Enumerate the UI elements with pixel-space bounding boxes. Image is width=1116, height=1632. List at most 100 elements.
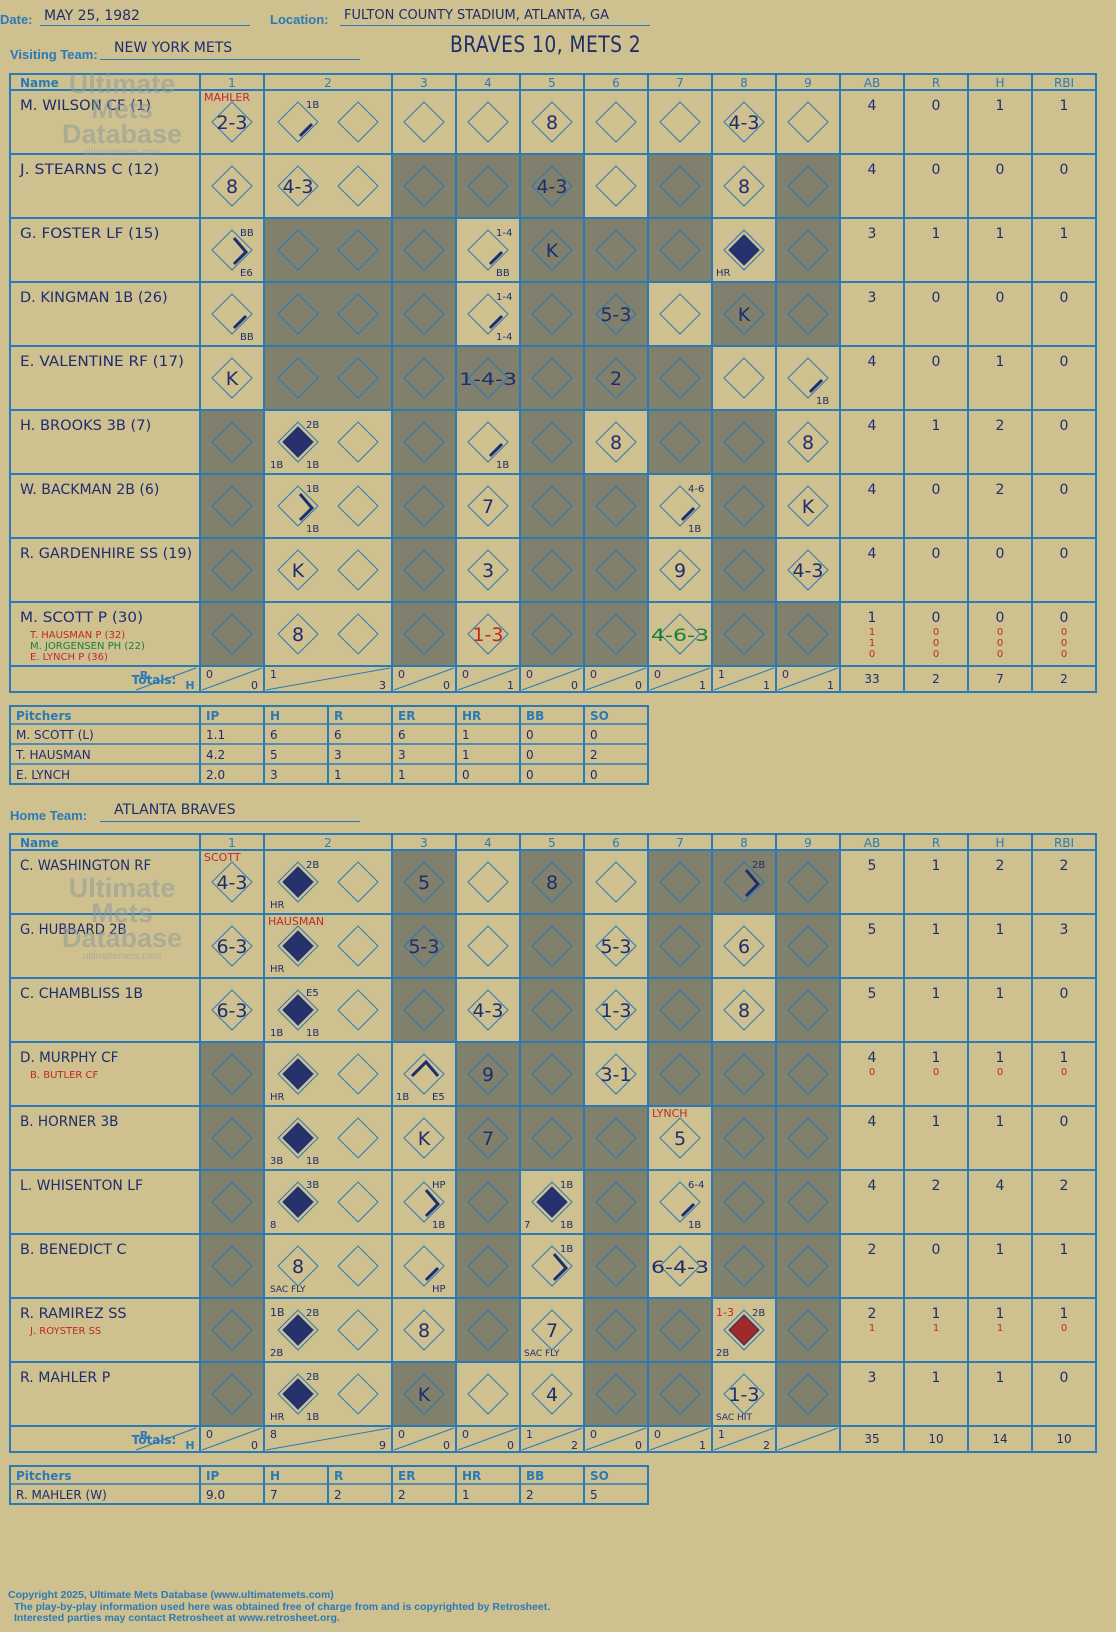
home-cell [200, 1106, 264, 1170]
home-stat-value: 1 [996, 922, 1005, 938]
visiting-cell [392, 474, 456, 538]
visiting-cell [712, 602, 776, 666]
home-player-name: R. RAMIREZ SS [20, 1306, 127, 1322]
visiting-cell [264, 218, 392, 282]
home-pitchers-header: BB [526, 1469, 544, 1483]
home-diamond [659, 1245, 701, 1287]
visiting-stat-value: 1 [932, 418, 941, 434]
visiting-diamond [595, 613, 637, 655]
visiting-totals-r-label: R [140, 669, 149, 682]
home-play-note: 1B [688, 1220, 701, 1231]
visiting-cell [712, 474, 776, 538]
home-diamond [595, 1373, 637, 1415]
home-stat-value: 1 [932, 922, 941, 938]
visiting-total-runs: 0 [782, 668, 789, 681]
home-diamond [277, 1309, 319, 1351]
visiting-cell [456, 346, 520, 410]
visiting-diamond [531, 101, 573, 143]
home-diamond [595, 861, 637, 903]
visiting-diamond [403, 421, 445, 463]
home-play-note: 3B [270, 1156, 283, 1167]
visiting-play-result: 8 [546, 112, 558, 134]
home-stat-value: 0 [1061, 1323, 1067, 1334]
home-run-scored-mark [728, 1314, 760, 1346]
visiting-diamond [659, 485, 701, 527]
home-pitcher-stat: 7 [270, 1488, 278, 1502]
visiting-total-hits: 0 [251, 679, 258, 692]
home-diamond [659, 925, 701, 967]
home-diamond [659, 1053, 701, 1095]
visiting-diamond [337, 229, 379, 271]
home-stat-value: 0 [1060, 1370, 1069, 1386]
visiting-diamond [723, 293, 765, 335]
home-player-name: D. MURPHY CF [20, 1050, 118, 1066]
visiting-diamond [277, 229, 319, 271]
visiting-diamond [403, 165, 445, 207]
visiting-cell [712, 538, 776, 602]
visiting-pitcher-stat: 6 [334, 728, 342, 742]
visiting-diamond [337, 421, 379, 463]
visiting-total-hits: 1 [763, 679, 770, 692]
visiting-diamond [531, 421, 573, 463]
home-pitchers-header: IP [206, 1469, 219, 1483]
home-diamond [337, 861, 379, 903]
visiting-play-result: K [802, 496, 815, 518]
home-diamond [211, 1309, 253, 1351]
visiting-cell [584, 282, 648, 346]
home-stat-value: 1 [997, 1323, 1003, 1334]
visiting-diamond [467, 229, 509, 271]
home-cell [776, 850, 840, 914]
home-diamond [403, 925, 445, 967]
home-cell [392, 1170, 456, 1234]
home-cell [712, 1106, 776, 1170]
visiting-cell [520, 602, 584, 666]
visiting-stat-value: 0 [997, 638, 1003, 649]
visiting-cell [712, 346, 776, 410]
home-play-result: 8 [292, 1256, 304, 1278]
visiting-play-result: 8 [292, 624, 304, 646]
home-diamond [787, 1053, 829, 1095]
visiting-pitcher-stat: 1 [462, 728, 470, 742]
home-diamond [467, 1181, 509, 1223]
visiting-player-name: R. GARDENHIRE SS (19) [20, 546, 192, 562]
home-cell [648, 978, 712, 1042]
home-pitchers-header: ER [398, 1469, 415, 1483]
home-pitcher-name: R. MAHLER (W) [16, 1488, 107, 1502]
home-header-inning: 1 [228, 836, 236, 850]
home-play-result: 5 [674, 1128, 686, 1150]
home-cell [200, 1042, 264, 1106]
home-play-result: 6-3 [216, 936, 247, 958]
visiting-play-note: 1B [688, 524, 701, 535]
visiting-player-name: W. BACKMAN 2B (6) [20, 482, 159, 498]
home-basepath-mark [410, 1059, 440, 1078]
visiting-pitcher-stat: 2 [590, 748, 598, 762]
visiting-stat-value: 0 [933, 627, 939, 638]
home-totals-label: Totals: [132, 1433, 177, 1447]
home-play-result: 8 [418, 1320, 430, 1342]
home-total-runs: 8 [270, 1428, 277, 1441]
visiting-diamond [787, 421, 829, 463]
visiting-cell [584, 602, 648, 666]
visiting-sub-name: M. JORGENSEN PH (22) [30, 641, 145, 652]
home-pitcher-stat: 2 [398, 1488, 406, 1502]
home-diamond [337, 1373, 379, 1415]
home-stat-value: 3 [868, 1370, 877, 1386]
home-diamond [723, 861, 765, 903]
visiting-diamond [723, 549, 765, 591]
visiting-pitcher-stat: 0 [526, 728, 534, 742]
visiting-cell [648, 346, 712, 410]
visiting-cell [392, 602, 456, 666]
visiting-basepath-mark [232, 314, 248, 330]
home-diamond [403, 1181, 445, 1223]
visiting-play-result: 8 [610, 432, 622, 454]
visiting-stat-value: 0 [1060, 610, 1069, 626]
home-header-inning: 9 [804, 836, 812, 850]
visiting-pitcher-name: E. LYNCH [16, 768, 70, 782]
visiting-totals-slash [265, 667, 391, 691]
home-diamond [659, 989, 701, 1031]
home-stat-value: 1 [932, 1306, 941, 1322]
home-totals-slash [713, 1427, 775, 1451]
visiting-diamond [403, 613, 445, 655]
home-diamond [337, 989, 379, 1031]
home-cell [392, 850, 456, 914]
